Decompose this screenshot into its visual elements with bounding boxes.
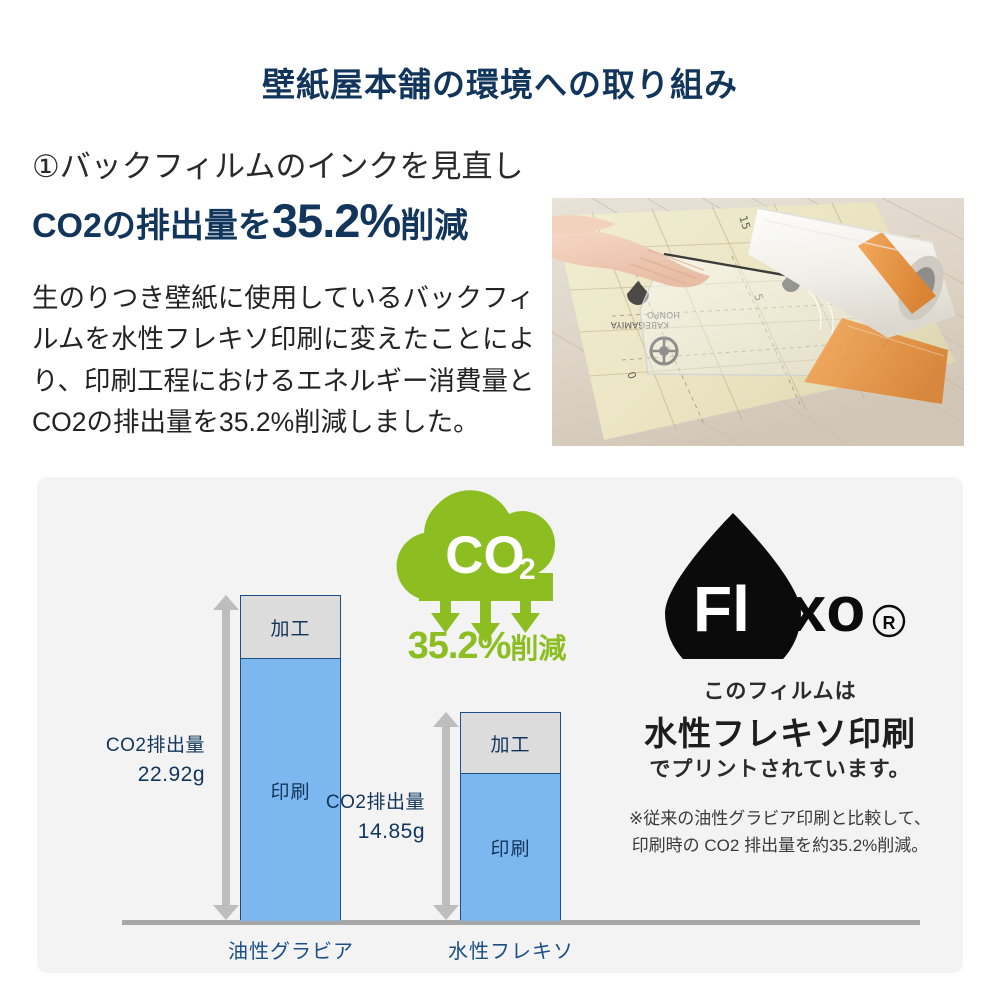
emission-arrow-1 (213, 595, 239, 920)
emission-label-2-value: 14.85g (357, 819, 425, 843)
flexo-block: Fl exo R このフィルムは 水性フレキソ印刷 でプリントされています。 ※… (597, 495, 963, 935)
flexo-footnote-line1: ※従来の油性グラビア印刷と比較して、 (629, 809, 931, 828)
emission-label-1: CO2排出量 22.92g (75, 732, 205, 790)
co2-reduction-number: 35.2% (407, 625, 512, 667)
bar-water-flexo: 加工 印刷 (460, 712, 561, 921)
intro-headline-suffix: 削減 (400, 206, 469, 245)
intro-headline-value: 35.2% (271, 193, 401, 247)
svg-text:2: 2 (519, 553, 536, 586)
emission-label-2-title: CO2排出量 (325, 792, 425, 813)
svg-text:0: 0 (624, 370, 639, 381)
co2-reduction-suffix: 削減 (510, 633, 567, 664)
intro-headline-prefix: CO2の排出量を (32, 206, 272, 245)
arrow-head-up-icon (213, 595, 239, 610)
svg-text:KABEGAMIYA: KABEGAMIYA (610, 319, 669, 329)
svg-text:15: 15 (736, 214, 753, 231)
emission-label-1-value: 22.92g (137, 762, 205, 786)
arrow-shaft (442, 723, 450, 909)
flexo-footnote: ※従来の油性グラビア印刷と比較して、 印刷時の CO2 排出量を約35.2%削減… (597, 805, 963, 859)
chart-baseline (122, 920, 920, 925)
svg-text:CO: CO (445, 526, 525, 585)
flexo-logo: Fl exo R (647, 509, 917, 681)
svg-text:exo: exo (755, 573, 865, 645)
arrow-shaft (222, 606, 230, 909)
intro-item-number-line: ①バックフィルムのインクを見直し (32, 149, 524, 184)
emission-label-1-title: CO2排出量 (105, 735, 205, 756)
bar-oil-gravure: 加工 印刷 (240, 595, 341, 921)
page-title: 壁紙屋本舗の環境への取り組み (262, 66, 738, 103)
intro-headline: CO2の排出量を35.2%削減 (32, 193, 537, 249)
arrow-head-up-icon (433, 712, 459, 727)
bar-segment-print-2: 印刷 (461, 774, 560, 921)
intro-body-text: 生のりつき壁紙に使用しているバックフィルムを水性フレキソ印刷に変えたことにより、… (32, 283, 535, 437)
bar-segment-print-1: 印刷 (241, 659, 340, 921)
wallpaper-film-photo: KABEGAMIYA HONPO 15 10 5 0 (552, 198, 964, 446)
comparison-panel: 加工 印刷 CO2排出量 22.92g 油性グラビア 加工 印刷 (37, 477, 963, 973)
intro-heading-block: ①バックフィルムのインクを見直し CO2の排出量を35.2%削減 (32, 148, 537, 249)
category-label-1: 油性グラビア (228, 941, 354, 963)
flexo-caption-line1: このフィルムは (703, 680, 857, 703)
svg-text:R: R (883, 613, 896, 633)
co2-cloud-icon: CO 2 (377, 487, 597, 672)
arrow-head-down-icon (213, 905, 239, 920)
flexo-caption-line3: でプリントされています。 (649, 758, 911, 781)
emission-arrow-2 (433, 712, 459, 920)
flexo-footnote-line2: 印刷時の CO2 排出量を約35.2%削減。 (631, 836, 929, 856)
emission-label-2: CO2排出量 14.85g (295, 789, 425, 847)
bar-segment-process-1: 加工 (241, 596, 340, 659)
svg-text:Fl: Fl (693, 573, 750, 645)
co2-bar-chart: 加工 印刷 CO2排出量 22.92g 油性グラビア 加工 印刷 (37, 477, 963, 973)
flexo-caption-line2: 水性フレキソ印刷 (644, 715, 916, 752)
co2-reduction-text: 35.2%削減 (367, 625, 607, 668)
category-label-2: 水性フレキソ (448, 941, 574, 963)
arrow-head-down-icon (433, 905, 459, 920)
bar-segment-process-2: 加工 (461, 713, 560, 774)
